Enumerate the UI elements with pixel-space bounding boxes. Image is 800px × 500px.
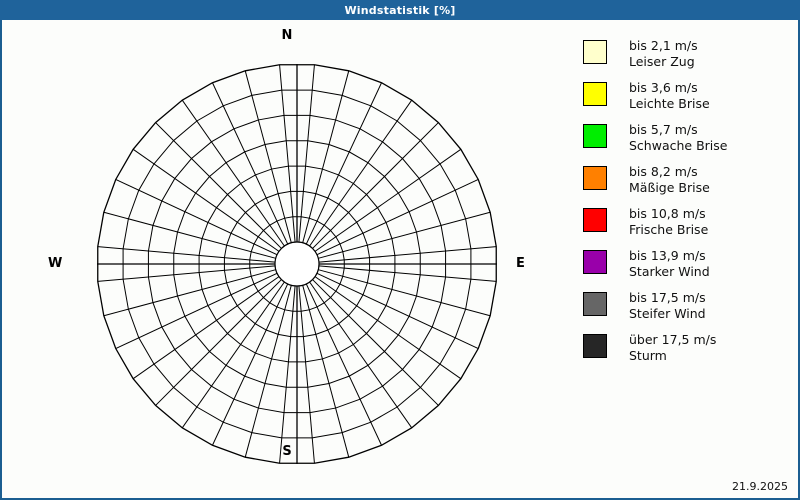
legend-speed-range: bis 2,1 m/s bbox=[629, 38, 698, 53]
legend-beaufort-name: Leiser Zug bbox=[629, 54, 695, 69]
wind-speed-legend: bis 2,1 m/s Leiser Zug bis 3,6 m/s Leichte … bbox=[583, 38, 793, 374]
legend-item[interactable]: bis 3,6 m/s Leichte Brise bbox=[583, 80, 793, 112]
legend-color-swatch bbox=[583, 40, 607, 64]
legend-speed-range: bis 8,2 m/s bbox=[629, 164, 698, 179]
legend-item-text: bis 8,2 m/s Mäßige Brise bbox=[629, 164, 710, 196]
legend-beaufort-name: Mäßige Brise bbox=[629, 180, 710, 195]
legend-item-text: bis 17,5 m/s Steifer Wind bbox=[629, 290, 706, 322]
legend-beaufort-name: Steifer Wind bbox=[629, 306, 706, 321]
compass-label-south: S bbox=[282, 444, 292, 459]
legend-item[interactable]: bis 8,2 m/s Mäßige Brise bbox=[583, 164, 793, 196]
compass-label-east: E bbox=[516, 256, 525, 271]
legend-speed-range: bis 5,7 m/s bbox=[629, 122, 698, 137]
legend-item[interactable]: bis 5,7 m/s Schwache Brise bbox=[583, 122, 793, 154]
legend-color-swatch bbox=[583, 292, 607, 316]
legend-color-swatch bbox=[583, 208, 607, 232]
legend-item-text: über 17,5 m/s Sturm bbox=[629, 332, 716, 364]
legend-item-text: bis 13,9 m/s Starker Wind bbox=[629, 248, 710, 280]
compass-label-west: W bbox=[48, 256, 63, 271]
legend-color-swatch bbox=[583, 250, 607, 274]
legend-beaufort-name: Sturm bbox=[629, 348, 667, 363]
legend-beaufort-name: Frische Brise bbox=[629, 222, 709, 237]
legend-item-text: bis 10,8 m/s Frische Brise bbox=[629, 206, 708, 238]
footer-date: 21.9.2025 bbox=[732, 480, 788, 493]
legend-item-text: bis 2,1 m/s Leiser Zug bbox=[629, 38, 698, 70]
legend-item[interactable]: bis 17,5 m/s Steifer Wind bbox=[583, 290, 793, 322]
legend-item[interactable]: bis 10,8 m/s Frische Brise bbox=[583, 206, 793, 238]
legend-speed-range: bis 13,9 m/s bbox=[629, 248, 706, 263]
legend-speed-range: bis 3,6 m/s bbox=[629, 80, 698, 95]
compass-label-north: N bbox=[281, 28, 293, 43]
legend-speed-range: über 17,5 m/s bbox=[629, 332, 717, 347]
windrose-polar-grid bbox=[97, 64, 497, 464]
legend-beaufort-name: Leichte Brise bbox=[629, 96, 710, 111]
legend-item-text: bis 3,6 m/s Leichte Brise bbox=[629, 80, 710, 112]
legend-color-swatch bbox=[583, 82, 607, 106]
legend-item[interactable]: bis 2,1 m/s Leiser Zug bbox=[583, 38, 793, 70]
legend-speed-range: bis 10,8 m/s bbox=[629, 206, 706, 221]
window-titlebar: Windstatistik [%] bbox=[0, 0, 800, 20]
legend-beaufort-name: Schwache Brise bbox=[629, 138, 728, 153]
legend-color-swatch bbox=[583, 334, 607, 358]
legend-beaufort-name: Starker Wind bbox=[629, 264, 710, 279]
legend-item[interactable]: über 17,5 m/s Sturm bbox=[583, 332, 793, 364]
windrose-chart: N E S W bbox=[2, 20, 572, 478]
page-title: Windstatistik [%] bbox=[344, 3, 456, 17]
legend-item-text: bis 5,7 m/s Schwache Brise bbox=[629, 122, 727, 154]
legend-color-swatch bbox=[583, 124, 607, 148]
legend-item[interactable]: bis 13,9 m/s Starker Wind bbox=[583, 248, 793, 280]
legend-color-swatch bbox=[583, 166, 607, 190]
legend-speed-range: bis 17,5 m/s bbox=[629, 290, 706, 305]
